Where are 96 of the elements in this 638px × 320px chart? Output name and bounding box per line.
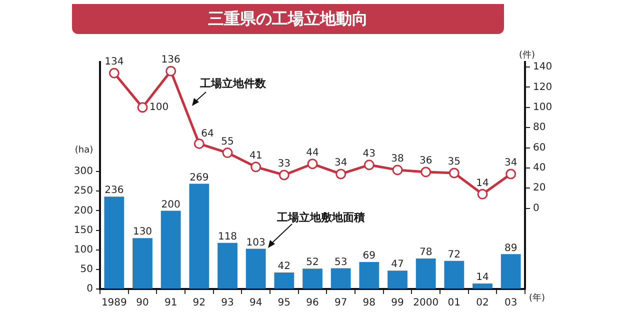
data-label: 35 <box>448 156 461 168</box>
data-label: 69 <box>362 250 376 262</box>
x-tick-label: 98 <box>362 298 376 309</box>
data-label: 41 <box>249 150 262 162</box>
bar <box>160 210 181 288</box>
point <box>108 68 120 78</box>
data-label: 33 <box>278 158 291 170</box>
x-tick-label: 97 <box>334 298 348 309</box>
bar <box>189 184 210 288</box>
y-axis-title: (ha) <box>74 145 94 156</box>
y-tick-label: 200 <box>74 205 93 216</box>
x-tick-label: 93 <box>221 298 234 309</box>
bar <box>330 268 351 288</box>
point <box>194 138 204 149</box>
data-label: 14 <box>476 272 489 284</box>
data-label: 43 <box>362 148 376 160</box>
data-label: 42 <box>278 261 291 272</box>
x-tick-label: 02 <box>476 298 489 309</box>
y2-tick-label: 100 <box>533 102 552 113</box>
bar <box>302 268 322 288</box>
bar <box>104 196 124 288</box>
data-label: 52 <box>306 257 319 268</box>
text: 工場立地敷地面積 <box>276 210 365 224</box>
point <box>364 160 374 170</box>
bar <box>218 242 238 288</box>
y2-tick-label: 60 <box>533 142 546 154</box>
x-tick-label: 2000 <box>413 298 439 309</box>
data-label: 78 <box>419 247 432 258</box>
bar <box>472 284 492 288</box>
data-label: 64 <box>201 128 214 140</box>
point <box>506 168 516 180</box>
data-label: 55 <box>221 136 234 148</box>
x-tick-label: 95 <box>278 298 291 309</box>
bar <box>246 248 266 288</box>
y-tick-label: 50 <box>80 264 93 276</box>
point <box>307 158 318 170</box>
x-tick-label: 91 <box>164 298 178 309</box>
data-label: 130 <box>132 226 152 238</box>
chart-title: 三重県の工場立地動向 <box>72 4 504 34</box>
data-label: 200 <box>161 199 180 210</box>
point <box>278 170 290 180</box>
data-label: 44 <box>306 147 319 158</box>
bar <box>359 262 380 288</box>
x-tick-label: 94 <box>249 298 262 309</box>
y2-tick-label: 140 <box>533 62 552 73</box>
bar <box>132 238 152 288</box>
data-label: 236 <box>104 185 124 196</box>
bar <box>500 254 521 288</box>
x-axis-title: (年) <box>529 292 546 304</box>
x-tick-label: 1989 <box>101 298 127 309</box>
data-label: 36 <box>419 156 432 167</box>
point <box>477 188 488 200</box>
data-label: 103 <box>246 237 266 248</box>
y-tick-label: 100 <box>74 244 93 256</box>
y-tick-label: 300 <box>74 166 93 178</box>
data-label: 72 <box>448 249 461 260</box>
y2-tick-label: 0 <box>533 202 540 214</box>
x-tick-label: 01 <box>448 298 461 309</box>
bar <box>444 260 464 288</box>
point <box>166 66 176 76</box>
data-label: 100 <box>150 102 169 113</box>
y-tick-label: 250 <box>74 186 93 197</box>
bar <box>274 272 294 288</box>
x-tick-label: 99 <box>391 298 404 309</box>
point <box>250 162 262 172</box>
data-label: 34 <box>504 158 518 169</box>
y-tick-label: 150 <box>74 224 93 236</box>
y-tick-label: 0 <box>86 284 93 295</box>
data-label: 38 <box>391 154 404 165</box>
data-label: 34 <box>334 158 348 169</box>
data-label: 134 <box>104 56 124 68</box>
x-tick-label: 03 <box>504 298 518 309</box>
point <box>448 168 460 178</box>
data-label: 53 <box>334 256 348 268</box>
point <box>222 148 233 158</box>
x-tick-label: 90 <box>136 298 149 309</box>
x-tick-label: 96 <box>306 298 319 309</box>
series-label: 工場立地件数 <box>199 76 267 90</box>
data-label: 47 <box>391 259 404 270</box>
point <box>137 102 148 113</box>
point <box>336 168 346 180</box>
point <box>392 164 403 176</box>
data-label: 89 <box>504 242 518 254</box>
y2-tick-label: 20 <box>533 182 546 194</box>
y2-tick-label: 120 <box>533 82 552 93</box>
data-label: 136 <box>161 54 180 66</box>
data-label: 269 <box>190 172 209 184</box>
bar <box>388 270 408 288</box>
data-label: 14 <box>476 178 489 189</box>
bar <box>416 258 436 288</box>
y2-tick-label: 80 <box>533 122 546 134</box>
data-label: 118 <box>218 231 238 242</box>
y2-axis-title: (件) <box>518 49 536 60</box>
x-tick-label: 92 <box>192 298 206 309</box>
y2-tick-label: 40 <box>533 162 546 174</box>
point <box>420 166 432 178</box>
